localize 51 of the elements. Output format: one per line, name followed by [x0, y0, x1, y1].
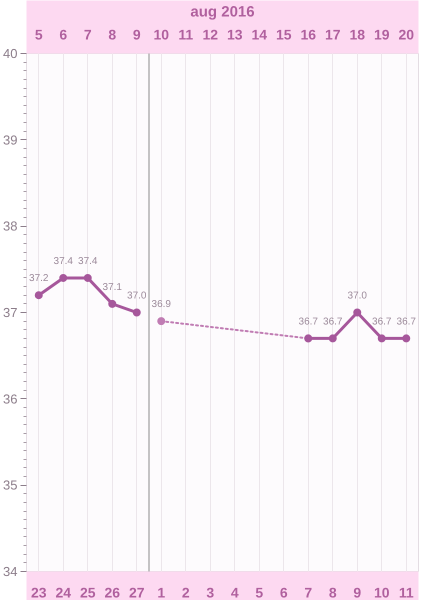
x2-tick-label: 7 [84, 26, 92, 42]
x2-tick-label: 17 [324, 26, 341, 42]
x2-tick-label: 20 [398, 26, 414, 42]
x-tick-label: 27 [128, 584, 145, 600]
data-label: 37.0 [348, 290, 368, 302]
x-tick-label: 6 [280, 584, 288, 600]
data-label: 36.7 [323, 316, 343, 328]
y-tick-label: 37 [3, 305, 18, 320]
x-tick-label: 5 [255, 584, 264, 600]
data-label: 37.0 [127, 290, 147, 302]
x-tick-label: 3 [206, 584, 214, 600]
y-tick-label: 38 [3, 218, 18, 234]
x2-tick-label: 14 [251, 26, 268, 42]
data-label: 37.4 [54, 256, 74, 267]
x2-tick-label: 8 [108, 26, 116, 42]
x2-tick-label: 11 [178, 26, 194, 42]
y-tick-label: 39 [3, 132, 18, 148]
x2-tick-label: 5 [34, 26, 43, 42]
x-tick-label: 11 [398, 584, 414, 600]
x-tick-label: 25 [80, 584, 96, 600]
x2-tick-label: 12 [202, 26, 218, 42]
x2-tick-label: 18 [349, 26, 366, 42]
data-label: 37.1 [102, 282, 122, 293]
data-label: 36.7 [298, 316, 318, 328]
x-tick-label: 4 [230, 584, 239, 600]
x-tick-label: 10 [374, 584, 390, 600]
data-label: 36.7 [396, 316, 416, 328]
x-tick-label: 23 [30, 584, 47, 600]
data-label: 36.9 [152, 299, 172, 310]
x2-tick-label: 16 [300, 26, 316, 42]
data-label: 37.4 [78, 256, 98, 267]
x2-tick-label: 19 [374, 26, 390, 42]
x-tick-label: 2 [182, 584, 190, 600]
data-label: 36.7 [372, 316, 392, 328]
x2-tick-label: 13 [226, 26, 243, 42]
data-label: 37.2 [29, 273, 49, 284]
x2-tick-label: 10 [153, 26, 170, 42]
x2-tick-label: 15 [276, 26, 292, 42]
y-tick-label: 40 [3, 46, 18, 61]
x2-axis-title: aug 2016 [190, 4, 255, 20]
x-tick-label: 9 [353, 584, 362, 600]
x2-tick-label: 6 [59, 26, 68, 42]
x-tick-label: 7 [304, 584, 312, 600]
y-tick-label: 36 [3, 391, 18, 406]
y-tick-label: 35 [3, 478, 18, 493]
x2-tick-label: 9 [132, 26, 141, 42]
x-tick-label: 24 [55, 584, 72, 600]
x-tick-label: 1 [157, 584, 166, 600]
x-tick-label: 8 [328, 584, 337, 600]
x-tick-label: 26 [104, 584, 120, 600]
y-tick-label: 34 [3, 564, 18, 579]
